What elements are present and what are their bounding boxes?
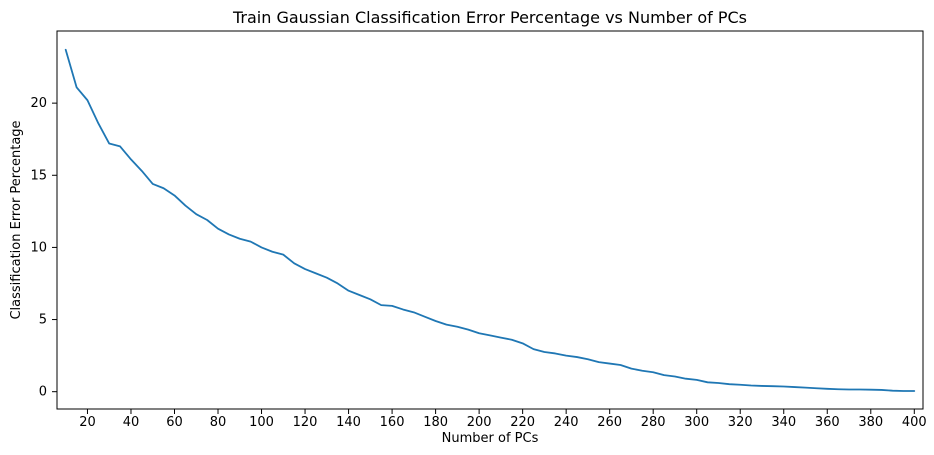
x-axis-ticks: 20 40 60 80 100 120 140 160 180 200 220 240 260 280 30… xyxy=(79,409,927,430)
y-tick-label: 10 xyxy=(30,240,47,255)
x-tick-label: 100 xyxy=(249,415,274,430)
x-tick-label: 60 xyxy=(166,415,183,430)
x-tick-label: 260 xyxy=(597,415,622,430)
x-tick-label: 160 xyxy=(380,415,405,430)
x-tick-label: 40 xyxy=(123,415,140,430)
x-tick-label: 20 xyxy=(79,415,96,430)
x-tick-label: 340 xyxy=(771,415,796,430)
x-tick-label: 80 xyxy=(210,415,227,430)
x-tick-label: 120 xyxy=(293,415,318,430)
x-tick-label: 220 xyxy=(510,415,535,430)
x-tick-label: 380 xyxy=(858,415,883,430)
chart-title: Train Gaussian Classification Error Perc… xyxy=(232,8,747,27)
series-line-1 xyxy=(64,48,916,392)
x-tick-label: 180 xyxy=(423,415,448,430)
x-tick-label: 280 xyxy=(641,415,666,430)
x-tick-label: 300 xyxy=(684,415,709,430)
y-tick-label: 15 xyxy=(30,168,47,183)
x-tick-label: 200 xyxy=(467,415,492,430)
y-tick-label: 0 xyxy=(39,385,47,400)
x-tick-label: 320 xyxy=(728,415,753,430)
x-axis-label: Number of PCs xyxy=(442,431,539,446)
x-tick-label: 140 xyxy=(336,415,361,430)
x-tick-label: 240 xyxy=(554,415,579,430)
y-axis-ticks: 0 5 10 15 20 xyxy=(30,96,57,400)
plot-area xyxy=(56,30,924,410)
y-tick-label: 20 xyxy=(30,96,47,111)
x-tick-label: 360 xyxy=(815,415,840,430)
y-axis-label: Classification Error Percentage xyxy=(9,120,24,319)
x-tick-label: 400 xyxy=(902,415,927,430)
series-layer xyxy=(64,48,916,392)
y-tick-label: 5 xyxy=(39,313,47,328)
